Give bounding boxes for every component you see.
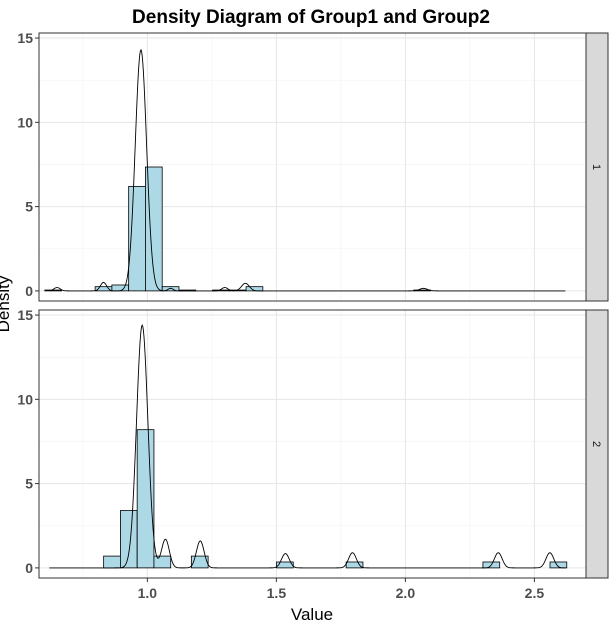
histogram-bar bbox=[153, 555, 172, 569]
x-tick-label: 2.5 bbox=[525, 585, 545, 601]
y-tick-label: 5 bbox=[25, 199, 33, 215]
histogram-bar bbox=[103, 555, 121, 569]
y-tick-label: 15 bbox=[17, 30, 33, 46]
y-axis-title: Density bbox=[0, 275, 13, 332]
histogram-bar bbox=[120, 510, 138, 569]
panel-background bbox=[39, 33, 586, 301]
y-tick-label: 15 bbox=[17, 307, 33, 323]
histogram-bar bbox=[276, 561, 294, 569]
histogram-bar bbox=[245, 286, 264, 292]
facet-strip bbox=[585, 309, 609, 579]
histogram-bar bbox=[94, 286, 113, 292]
y-tick-label: 0 bbox=[25, 283, 33, 299]
facet-strip-label: 2 bbox=[590, 441, 602, 447]
histogram-bar bbox=[190, 555, 209, 569]
chart-title: Density Diagram of Group1 and Group2 bbox=[132, 7, 490, 28]
histogram-bar bbox=[111, 284, 130, 292]
histogram-bar bbox=[549, 561, 568, 569]
y-tick-label: 10 bbox=[17, 391, 33, 407]
y-tick-label: 10 bbox=[17, 114, 33, 130]
x-axis-title: Value bbox=[291, 605, 333, 624]
histogram-bar bbox=[145, 166, 163, 292]
density-line bbox=[49, 324, 566, 569]
y-tick-label: 5 bbox=[25, 476, 33, 492]
facet-panel-2: 2 0 5 10 15 1.0 1.5 2.0 2.5 bbox=[17, 307, 609, 601]
x-tick-label: 1.5 bbox=[267, 585, 287, 601]
x-tick-label: 1.0 bbox=[138, 585, 158, 601]
histogram-bar bbox=[345, 561, 364, 569]
density-line bbox=[49, 49, 566, 292]
y-tick-label: 0 bbox=[25, 560, 33, 576]
facet-strip-label: 1 bbox=[590, 164, 602, 170]
facet-strip bbox=[585, 32, 609, 302]
histogram-bar bbox=[44, 289, 62, 292]
x-tick-label: 2.0 bbox=[396, 585, 416, 601]
